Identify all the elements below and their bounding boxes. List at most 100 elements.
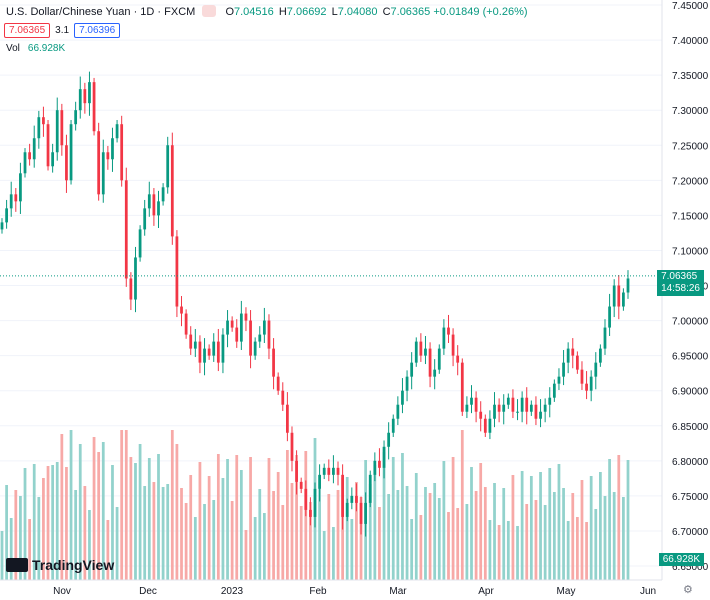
candle-body <box>626 278 630 293</box>
candle-body <box>470 397 473 405</box>
volume-bar <box>272 491 275 580</box>
volume-bar <box>28 519 31 580</box>
candle-body <box>511 397 515 412</box>
volume-bar <box>51 465 55 580</box>
candle-body <box>562 362 565 377</box>
volume-bar <box>571 493 575 580</box>
buy-button[interactable]: 7.06396 <box>74 23 121 38</box>
candle-body <box>336 467 340 475</box>
volume-bar <box>253 517 257 580</box>
volume-bar <box>97 452 101 580</box>
volume-bar <box>299 506 303 580</box>
volume-bar <box>318 489 321 580</box>
volume-bar <box>295 455 298 580</box>
volume-bar <box>37 497 41 580</box>
low-value: 7.04080 <box>337 6 378 18</box>
spread-value: 3.1 <box>55 25 70 36</box>
volume-bar <box>267 458 271 580</box>
symbol-title[interactable]: U.S. Dollar/Chinese Yuan · 1D · FXCM <box>6 6 196 18</box>
sell-button[interactable]: 7.06365 <box>4 23 51 38</box>
candle-body <box>78 89 82 111</box>
candle-body <box>433 369 437 377</box>
volume-bar <box>359 497 363 580</box>
candle-body <box>295 460 298 482</box>
candle-body <box>599 348 602 363</box>
candle-body <box>359 502 363 524</box>
volume-bar <box>0 531 4 580</box>
volume-bar <box>378 507 381 580</box>
candle-body <box>557 376 561 384</box>
y-tick-label: 7.15000 <box>672 211 709 222</box>
candle-body <box>382 446 386 468</box>
candle-body <box>161 187 165 202</box>
candle-body <box>207 348 211 356</box>
volume-bar <box>502 488 506 580</box>
volume-bar <box>529 476 533 580</box>
candle-body <box>157 201 160 216</box>
legend-header: U.S. Dollar/Chinese Yuan · 1D · FXCM O7.… <box>6 5 528 18</box>
candle-body <box>0 222 4 230</box>
candle-body <box>143 208 147 230</box>
candle-body <box>244 313 248 321</box>
candle-body <box>580 369 584 384</box>
volume-bar <box>129 457 133 580</box>
change-value: +0.01849 (+0.26%) <box>433 6 528 18</box>
volume-bar <box>152 482 156 580</box>
volume-bar <box>120 430 124 580</box>
volume-bar <box>589 476 593 580</box>
candle-body <box>46 124 50 167</box>
volume-bar <box>355 482 358 580</box>
candle-body <box>299 481 303 489</box>
candle-body <box>124 180 128 279</box>
x-tick-label: Apr <box>478 586 494 597</box>
volume-bar <box>221 478 225 580</box>
candle-body <box>88 82 91 104</box>
candle-body <box>198 341 202 363</box>
volume-bar <box>465 504 469 580</box>
candle-body <box>612 285 616 307</box>
volume-bar <box>147 458 151 580</box>
volume-bar <box>198 462 202 580</box>
volume-bar <box>543 505 547 580</box>
volume-bar <box>207 476 211 580</box>
candle-body <box>189 334 193 349</box>
y-tick-label: 7.00000 <box>672 317 709 328</box>
candle-body <box>235 327 239 342</box>
candle-body <box>493 404 496 419</box>
volume-bar <box>69 430 73 580</box>
candle-body <box>520 397 524 412</box>
candle-body <box>184 313 188 335</box>
volume-bar <box>249 457 252 580</box>
candle-body <box>309 509 312 517</box>
volume-value: 66.928K <box>27 43 66 54</box>
volume-bar <box>111 465 114 580</box>
volume-bar <box>622 497 625 580</box>
eye-icon[interactable] <box>202 5 217 17</box>
volume-bars <box>0 430 630 580</box>
volume-bar <box>244 530 248 580</box>
bid-ask-row: 7.06365 3.1 7.06396 <box>4 23 121 38</box>
candle-body <box>267 320 271 349</box>
volume-bar <box>396 490 400 580</box>
volume-bar <box>14 490 18 580</box>
x-tick-label: Feb <box>309 586 327 597</box>
volume-bar <box>9 518 13 580</box>
y-tick-label: 6.65000 <box>672 562 709 573</box>
volume-bar <box>552 492 556 580</box>
settings-gear-icon[interactable]: ⚙ <box>683 584 693 596</box>
volume-bar <box>594 509 598 580</box>
candle-body <box>373 460 377 475</box>
volume-bar <box>474 491 478 580</box>
y-tick-label: 7.20000 <box>672 176 709 187</box>
candle-body <box>341 474 344 517</box>
tradingview-logo[interactable]: TradingView <box>6 557 114 573</box>
volume-bar <box>428 493 432 580</box>
volume-bar <box>74 490 78 580</box>
volume-bar <box>612 492 616 580</box>
volume-bar <box>424 487 427 580</box>
volume-bar <box>419 515 423 580</box>
volume-bar <box>143 486 147 580</box>
volume-bar <box>391 457 395 580</box>
candle-body <box>129 278 133 300</box>
